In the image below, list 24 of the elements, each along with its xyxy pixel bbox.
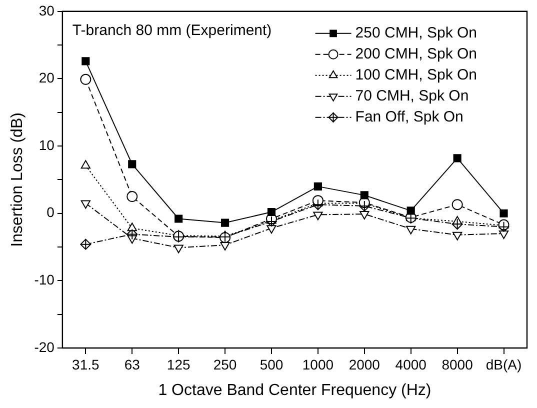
y-tick-label: 20 <box>38 70 55 86</box>
x-tick-label: 8000 <box>442 356 474 372</box>
x-tick-label: 63 <box>124 356 140 372</box>
y-tick-label: 10 <box>38 136 55 153</box>
y-axis-title: Insertion Loss (dB) <box>9 112 26 247</box>
text: T-branch 80 mm (Experiment) <box>72 22 272 40</box>
y-tick-label: -20 <box>34 338 55 355</box>
x-tick-label: 500 <box>260 356 284 372</box>
y-tick-label: -10 <box>34 272 55 288</box>
x-axis-title: 1 Octave Band Center Frequency (Hz) <box>158 382 432 399</box>
y-tick-label: 30 <box>38 2 55 18</box>
legend-label: 200 CMH, Spk On <box>355 46 478 63</box>
legend-label: 70 CMH, Spk On <box>355 88 469 105</box>
x-tick-label: 2000 <box>348 356 380 372</box>
x-tick-label: 125 <box>166 356 190 372</box>
x-tick-label: 4000 <box>395 356 427 372</box>
x-tick-label: 250 <box>213 356 237 372</box>
x-tick-label: dB(A) <box>486 356 522 372</box>
x-tick-label: 1000 <box>302 356 334 372</box>
y-tick-label: 0 <box>46 204 55 220</box>
x-tick-label: 31.5 <box>72 356 100 372</box>
legend-label: Fan Off, Spk On <box>355 108 464 126</box>
legend-label: 100 CMH, Spk On <box>355 66 478 84</box>
legend-label: 250 CMH, Spk On <box>355 24 478 42</box>
